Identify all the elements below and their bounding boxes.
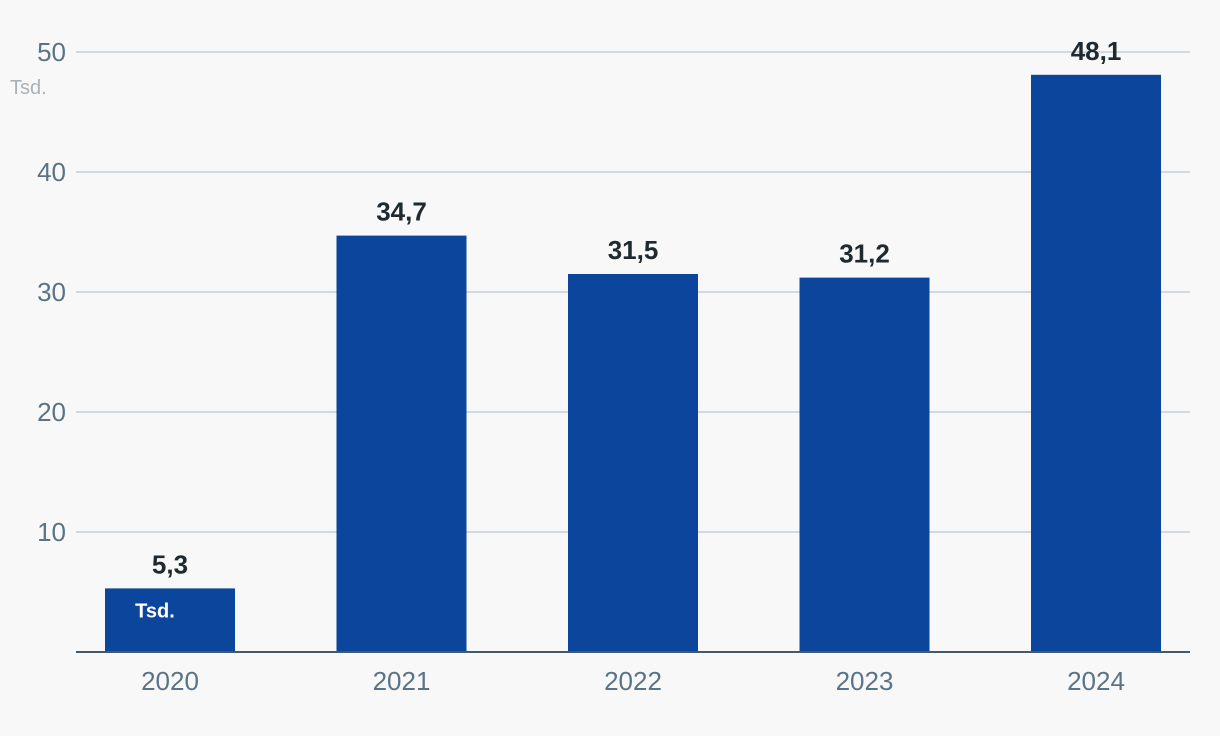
data-label: 48,1 [1071,36,1122,66]
y-tick-label: 30 [37,277,66,307]
bar [799,277,930,652]
y-axis-unit-label: Tsd. [10,77,47,99]
data-label: 31,5 [608,235,659,265]
data-label: 31,2 [839,239,890,269]
bar [336,235,467,652]
x-tick-label: 2020 [141,666,199,696]
x-tick-label: 2024 [1067,666,1125,696]
y-tick-label: 20 [37,397,66,427]
x-axis-ticks: 2020 2021 2022 2023 2024 [141,666,1125,696]
bars [105,74,1161,653]
bar [105,588,235,652]
y-tick-label: 50 [37,37,66,67]
bar-unit-label: Tsd. [135,600,175,622]
bar [1031,74,1161,653]
x-tick-label: 2021 [373,666,431,696]
data-label: 5,3 [152,549,188,579]
data-label: 34,7 [376,197,427,227]
x-tick-label: 2023 [836,666,894,696]
value-labels: 5,3 Tsd. 34,7 31,5 31,2 48,1 [135,36,1121,623]
x-tick-label: 2022 [604,666,662,696]
y-tick-label: 10 [37,517,66,547]
y-tick-label: 40 [37,157,66,187]
bar [568,274,698,652]
y-axis-ticks: 10 20 30 40 50 [37,37,66,547]
